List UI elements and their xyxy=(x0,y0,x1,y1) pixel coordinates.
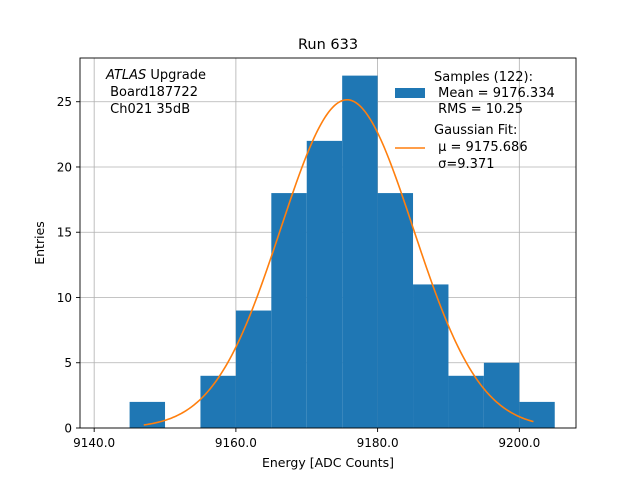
x-tick-label-1: 9160.0 xyxy=(215,436,257,450)
histogram-bar-2 xyxy=(200,375,236,428)
y-axis-label: Entries xyxy=(32,221,47,265)
y-tick-label-4: 20 xyxy=(57,160,72,174)
chart-title: Run 633 xyxy=(298,37,358,53)
histogram-bar-9 xyxy=(448,375,484,428)
histogram-bar-6 xyxy=(342,75,378,428)
annotation-line-3: Ch021 35dB xyxy=(106,102,190,117)
x-tick-label-0: 9140.0 xyxy=(73,436,115,450)
histogram-bar-4 xyxy=(271,193,307,428)
legend-histogram-label: Samples (122): xyxy=(434,70,533,85)
histogram-bar-11 xyxy=(519,401,555,428)
legend-fit-sigma: σ=9.371 xyxy=(434,157,494,172)
annotation-line-2: Board187722 xyxy=(106,85,198,100)
plot-frame xyxy=(79,57,577,429)
legend-fit-label: Gaussian Fit: xyxy=(434,123,517,138)
histogram-bars xyxy=(129,75,555,428)
y-tick-label-5: 25 xyxy=(57,95,72,109)
histogram-bar-8 xyxy=(413,284,449,428)
legend-fit-mu: μ = 9175.686 xyxy=(434,140,528,155)
gaussian-fit-curve xyxy=(143,98,534,426)
y-tick-label-2: 10 xyxy=(57,291,72,305)
histogram-bar-3 xyxy=(235,310,272,428)
y-axis-ticks: 0 5 10 15 20 25 xyxy=(57,95,80,436)
x-axis-label: Energy [ADC Counts] xyxy=(262,455,394,470)
atlas-annotation: ATLAS Upgrade Board187722 Ch021 35dB xyxy=(105,68,206,117)
annotation-atlas: ATLAS xyxy=(105,68,146,83)
histogram-bar-7 xyxy=(377,193,414,428)
annotation-upgrade: Upgrade xyxy=(146,68,206,83)
x-axis-ticks: 9140.0 9160.0 9180.0 9200.0 xyxy=(73,428,540,450)
y-tick-label-1: 5 xyxy=(64,356,72,370)
x-tick-label-2: 9180.0 xyxy=(357,436,399,450)
x-tick-label-3: 9200.0 xyxy=(498,436,540,450)
legend-histogram-mean: Mean = 9176.334 xyxy=(434,86,555,101)
legend-histogram-swatch xyxy=(395,88,425,98)
y-tick-label-0: 0 xyxy=(64,422,72,436)
histogram-bar-5 xyxy=(306,140,343,428)
annotation-line-1: ATLAS Upgrade xyxy=(105,68,206,83)
legend-histogram-rms: RMS = 10.25 xyxy=(434,102,523,117)
legend: Samples (122): Mean = 9176.334 RMS = 10.… xyxy=(395,70,555,172)
y-tick-label-3: 15 xyxy=(57,226,72,240)
